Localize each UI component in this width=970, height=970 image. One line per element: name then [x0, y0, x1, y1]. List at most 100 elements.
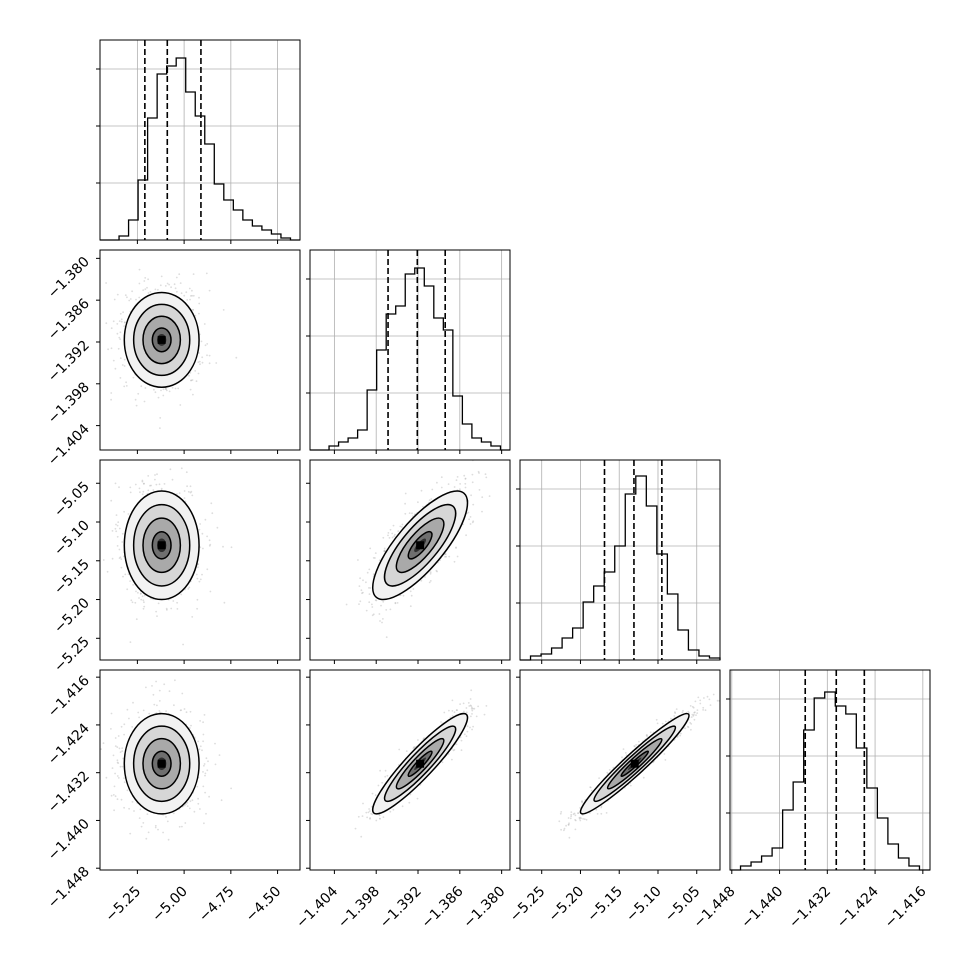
- sample-point: [428, 581, 431, 584]
- sample-point: [379, 620, 381, 622]
- sample-point: [368, 587, 370, 589]
- sample-point: [205, 812, 207, 815]
- sample-point: [166, 282, 169, 285]
- sample-point: [105, 282, 107, 284]
- sample-point: [382, 536, 385, 539]
- sample-point: [222, 545, 224, 548]
- sample-point: [110, 347, 113, 350]
- sample-point: [102, 742, 105, 745]
- sample-point: [371, 813, 374, 816]
- sample-point: [203, 763, 206, 765]
- sample-point: [369, 587, 372, 589]
- sample-point: [581, 800, 583, 803]
- sample-point: [165, 710, 168, 712]
- sample-point: [114, 795, 117, 798]
- sample-point: [121, 747, 124, 749]
- sample-point: [143, 605, 146, 608]
- sample-point: [386, 774, 389, 777]
- sample-point: [465, 707, 468, 709]
- sample-point: [192, 308, 194, 311]
- hist-frame: [99, 39, 301, 241]
- sample-point: [481, 496, 484, 499]
- sample-point: [469, 516, 472, 518]
- sample-point: [444, 553, 447, 556]
- sample-point: [165, 816, 167, 818]
- sample-point: [424, 576, 426, 578]
- sample-point: [466, 730, 469, 733]
- sample-point: [471, 481, 474, 484]
- sample-point: [464, 486, 467, 489]
- scatter-panel-1-3: [306, 669, 511, 874]
- sample-point: [114, 737, 117, 739]
- sample-point: [369, 547, 372, 550]
- sample-point: [201, 573, 203, 576]
- sample-point: [134, 601, 137, 604]
- sample-point: [453, 748, 456, 751]
- sample-point: [155, 455, 157, 457]
- sample-point: [429, 580, 432, 582]
- sample-point: [463, 474, 466, 477]
- sample-point: [141, 493, 144, 496]
- sample-point: [183, 804, 186, 807]
- sample-point: [214, 742, 216, 745]
- sample-point: [409, 793, 412, 796]
- sample-point: [162, 388, 165, 391]
- sample-point: [465, 534, 467, 537]
- sample-point: [129, 486, 132, 489]
- sample-point: [444, 555, 446, 558]
- sample-point: [199, 546, 202, 549]
- sample-point: [235, 356, 238, 359]
- sample-point: [110, 327, 113, 330]
- sample-point: [191, 616, 194, 618]
- sample-point: [408, 801, 411, 804]
- sample-point: [472, 707, 474, 710]
- sample-point: [198, 580, 201, 583]
- sample-point: [185, 471, 188, 474]
- sample-point: [354, 827, 357, 830]
- sample-point: [684, 727, 687, 730]
- sample-point: [129, 832, 132, 835]
- scatter-panel-2-3: [516, 669, 721, 874]
- sample-point: [185, 803, 187, 806]
- sample-point: [110, 794, 113, 797]
- sample-point: [142, 607, 145, 610]
- sample-point: [211, 512, 214, 515]
- sample-point: [199, 720, 202, 722]
- sample-point: [119, 556, 122, 559]
- scatter-panel-0-1: [96, 249, 301, 454]
- sample-point: [469, 523, 472, 525]
- hist-frame: [309, 249, 511, 451]
- sample-point: [702, 709, 704, 711]
- sample-point: [116, 746, 119, 748]
- sample-point: [368, 601, 371, 604]
- sample-point: [171, 478, 174, 481]
- sample-point: [357, 559, 359, 561]
- sample-point: [372, 573, 375, 576]
- sample-point: [181, 692, 184, 695]
- sample-point: [137, 711, 140, 714]
- sample-point: [189, 800, 192, 803]
- sample-point: [142, 482, 145, 485]
- sample-point: [394, 533, 396, 536]
- sample-point: [134, 398, 137, 401]
- sample-point: [202, 785, 205, 788]
- sample-point: [460, 739, 463, 742]
- sample-point: [156, 615, 158, 617]
- panel-content: [100, 670, 233, 841]
- sample-point: [362, 802, 364, 805]
- sample-point: [157, 828, 159, 831]
- sample-point: [124, 573, 127, 576]
- sample-point: [455, 479, 458, 482]
- contour-line: [132, 725, 191, 803]
- contour-line: [395, 737, 445, 790]
- sample-point: [189, 388, 192, 391]
- sample-point: [153, 388, 155, 391]
- sample-point: [568, 822, 570, 825]
- sample-point: [699, 702, 702, 705]
- sample-point: [471, 473, 474, 476]
- sample-point: [392, 524, 395, 527]
- sample-point: [123, 325, 126, 327]
- sample-point: [201, 749, 203, 752]
- sample-point: [160, 487, 163, 490]
- sample-point: [138, 268, 141, 271]
